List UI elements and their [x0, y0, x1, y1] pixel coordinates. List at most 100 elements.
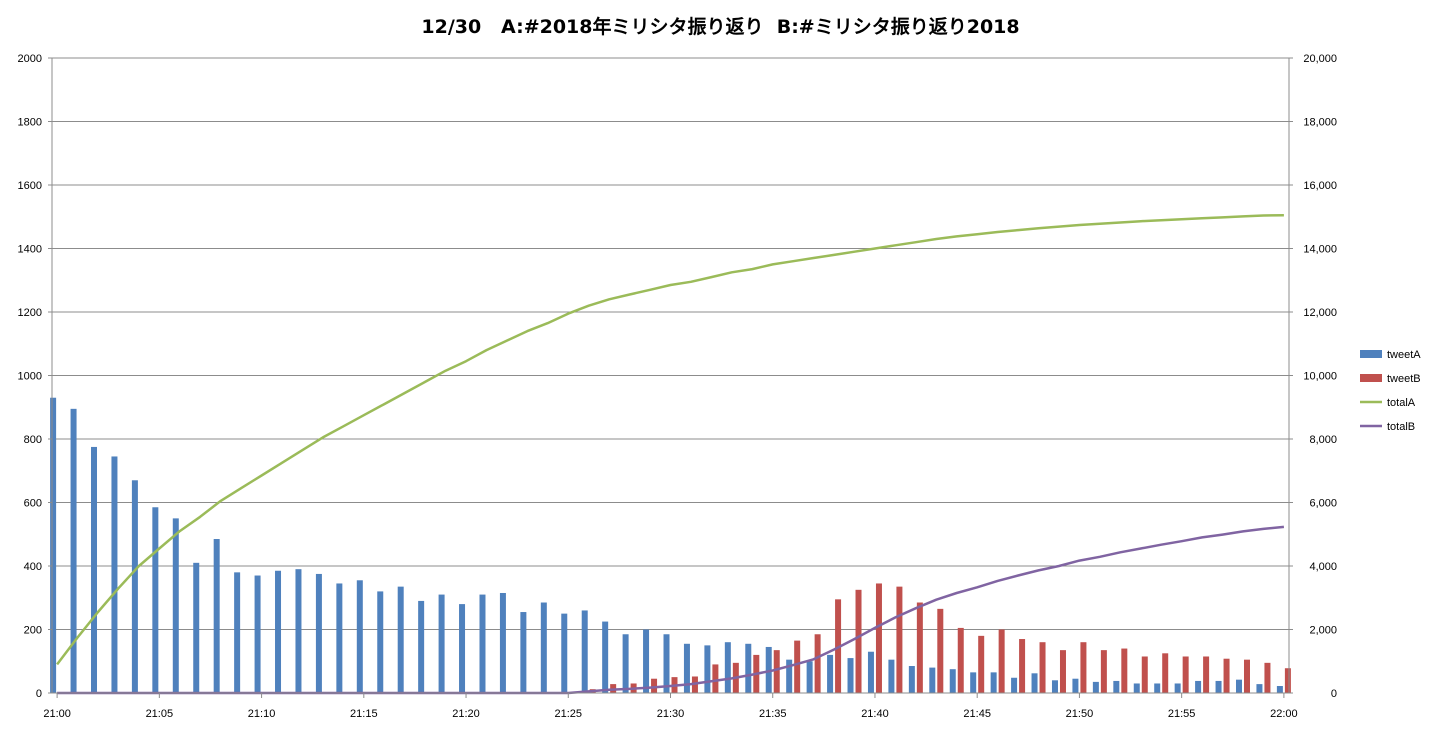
- tweetA-bar: [131, 480, 138, 693]
- y-left-tick-label: 1000: [18, 371, 42, 383]
- x-tick-label: 21:40: [861, 708, 889, 720]
- y-right-tick-label: 8,000: [1309, 434, 1337, 446]
- tweetB-bar: [896, 586, 903, 693]
- tweetA-bar: [745, 643, 752, 693]
- tweetA-bar: [520, 612, 527, 693]
- tweetA-bar: [172, 518, 179, 693]
- x-tick-label: 21:55: [1168, 708, 1196, 720]
- x-tick-label: 21:50: [1066, 708, 1094, 720]
- tweetA-bar: [929, 667, 936, 693]
- totalA-line: [56, 213, 1284, 666]
- tweetA-bar: [336, 583, 343, 693]
- tweetA-bar: [1195, 680, 1202, 693]
- y-left-tick-label: 400: [24, 561, 42, 573]
- y-right-tick-label: 18,000: [1303, 117, 1337, 129]
- y-right-tick-label: 4,000: [1309, 561, 1337, 573]
- y-left-tick-label: 600: [24, 498, 42, 510]
- totalB-line: [57, 525, 1285, 695]
- tweetA-bar: [1133, 683, 1140, 693]
- tweetB-bar: [1284, 668, 1291, 693]
- tweetB-bar: [937, 608, 944, 693]
- tweetB-bar: [1243, 659, 1250, 693]
- tweetB-bar: [814, 634, 821, 693]
- tweetB-bar: [875, 583, 882, 693]
- tweetA-bar: [724, 642, 731, 693]
- x-tick-label: 21:45: [963, 708, 991, 720]
- x-tick-label: 21:30: [657, 708, 685, 720]
- tweetA-bar: [561, 613, 568, 693]
- tweetA-bar: [275, 570, 282, 693]
- tweetB-bar: [712, 664, 719, 693]
- y-right-tick-label: 14,000: [1303, 244, 1337, 256]
- y-left-tick-label: 1600: [18, 180, 42, 192]
- y-right-tick-label: 2,000: [1309, 625, 1337, 637]
- tweetA-bar: [888, 659, 895, 693]
- tweetA-bar: [949, 669, 956, 693]
- x-tick-label: 21:05: [146, 708, 174, 720]
- tweetB-bar: [1264, 662, 1271, 693]
- tweetA-bar: [704, 645, 711, 693]
- tweetB-bar: [1203, 656, 1210, 693]
- tweetB-bar: [773, 650, 780, 693]
- y-left-tick-label: 1800: [18, 117, 42, 129]
- tweetA-bar: [295, 569, 302, 693]
- chart-title: 12/30 A:#2018年ミリシタ振り返り B:#ミリシタ振り返り2018: [421, 16, 1020, 38]
- legend-label-tweetB: tweetB: [1387, 373, 1421, 385]
- tweetA-bar: [602, 621, 609, 693]
- tweetA-bar: [1235, 679, 1242, 693]
- tweetA-bar: [418, 600, 425, 693]
- tweetB-bar: [794, 640, 801, 693]
- tweetB-bar: [916, 602, 923, 693]
- tweetA-bar: [786, 659, 793, 693]
- legend-swatch-tweetA: [1360, 350, 1382, 358]
- y-left-tick-label: 1400: [18, 244, 42, 256]
- tweetA-bar: [1072, 678, 1079, 693]
- y-right-tick-label: 0: [1331, 688, 1337, 700]
- tweetB-bar: [1019, 639, 1026, 693]
- tweetA-bar: [540, 602, 547, 693]
- tweetA-bar: [990, 672, 997, 693]
- tweetA-bar: [1174, 683, 1181, 693]
- tweetA-bar: [581, 610, 588, 693]
- tweetA-bar: [459, 604, 466, 693]
- x-tick-label: 21:25: [555, 708, 583, 720]
- tweetA-bar: [827, 654, 834, 693]
- tweetB-bar: [1059, 650, 1066, 693]
- tweetA-bar: [234, 572, 241, 693]
- tweetA-bar: [254, 575, 261, 693]
- tweetB-bar: [957, 627, 964, 693]
- x-tick-label: 21:15: [350, 708, 378, 720]
- legend: tweetA tweetB totalA totalB: [1360, 349, 1421, 433]
- tweetB-bar: [1100, 650, 1107, 693]
- tweetA-bar: [643, 629, 650, 693]
- tweetB-bar: [651, 678, 658, 693]
- x-tick-label: 21:10: [248, 708, 276, 720]
- tweetB-bar: [1080, 642, 1087, 693]
- tweetA-bar: [193, 562, 200, 693]
- tweetA-bar: [1113, 680, 1120, 693]
- tweetA-bar: [356, 580, 363, 693]
- tweetA-bar: [111, 456, 118, 693]
- y-right-tick-label: 16,000: [1303, 180, 1337, 192]
- tweetA-bar: [908, 666, 915, 693]
- axes: 0 200 400 600 800 1000 1200 1400 1600 1800 2000 0 2,…: [18, 53, 1337, 720]
- tweetA-bar: [152, 507, 159, 693]
- x-tick-label: 21:20: [452, 708, 480, 720]
- tweetB-bar: [1141, 656, 1148, 693]
- tweetA-bar: [377, 591, 384, 693]
- legend-swatch-tweetB: [1360, 374, 1382, 382]
- tweetA-bar: [1276, 686, 1283, 693]
- tweetA-bar: [1215, 680, 1222, 693]
- tweetB-bar: [855, 589, 862, 693]
- y-right-tick-label: 12,000: [1303, 307, 1337, 319]
- tweetA-bar: [663, 634, 670, 693]
- tweetA-bar: [91, 446, 98, 693]
- tweetA-bar: [50, 397, 57, 693]
- tweetA-bar: [867, 651, 874, 693]
- gridlines: [52, 57, 1289, 630]
- tweetA-bar: [765, 646, 772, 693]
- tweetB-bar: [1182, 656, 1189, 693]
- tweetA-bar: [499, 592, 506, 693]
